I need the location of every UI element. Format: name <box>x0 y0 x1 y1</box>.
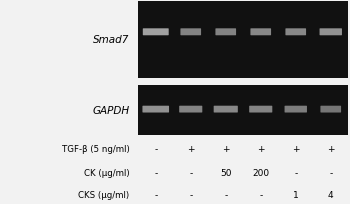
Text: 1: 1 <box>293 190 299 199</box>
FancyBboxPatch shape <box>142 106 169 113</box>
Text: -: - <box>224 190 228 199</box>
Text: CKS (μg/ml): CKS (μg/ml) <box>78 190 130 199</box>
Text: +: + <box>292 144 300 153</box>
FancyBboxPatch shape <box>179 106 202 113</box>
Text: -: - <box>154 190 158 199</box>
Text: +: + <box>187 144 195 153</box>
Text: TGF-β (5 ng/ml): TGF-β (5 ng/ml) <box>62 144 130 153</box>
FancyBboxPatch shape <box>214 106 238 113</box>
Text: +: + <box>327 144 335 153</box>
FancyBboxPatch shape <box>251 29 271 36</box>
Text: +: + <box>222 144 230 153</box>
Text: 4: 4 <box>328 190 334 199</box>
FancyBboxPatch shape <box>181 29 201 36</box>
Text: -: - <box>294 168 298 177</box>
FancyBboxPatch shape <box>143 29 169 36</box>
FancyBboxPatch shape <box>285 106 307 113</box>
FancyBboxPatch shape <box>286 29 306 36</box>
Text: -: - <box>189 190 192 199</box>
Text: -: - <box>154 144 158 153</box>
Text: GAPDH: GAPDH <box>92 106 130 115</box>
FancyBboxPatch shape <box>249 106 272 113</box>
FancyBboxPatch shape <box>216 29 236 36</box>
Text: -: - <box>189 168 192 177</box>
Text: -: - <box>154 168 158 177</box>
Text: Smad7: Smad7 <box>93 35 130 45</box>
Text: -: - <box>329 168 332 177</box>
Text: +: + <box>257 144 265 153</box>
Bar <box>138 86 348 135</box>
Bar <box>138 2 348 79</box>
FancyBboxPatch shape <box>320 29 342 36</box>
Text: 50: 50 <box>220 168 231 177</box>
FancyBboxPatch shape <box>321 106 341 113</box>
Text: 200: 200 <box>252 168 269 177</box>
Text: CK (μg/ml): CK (μg/ml) <box>84 168 130 177</box>
Text: -: - <box>259 190 262 199</box>
